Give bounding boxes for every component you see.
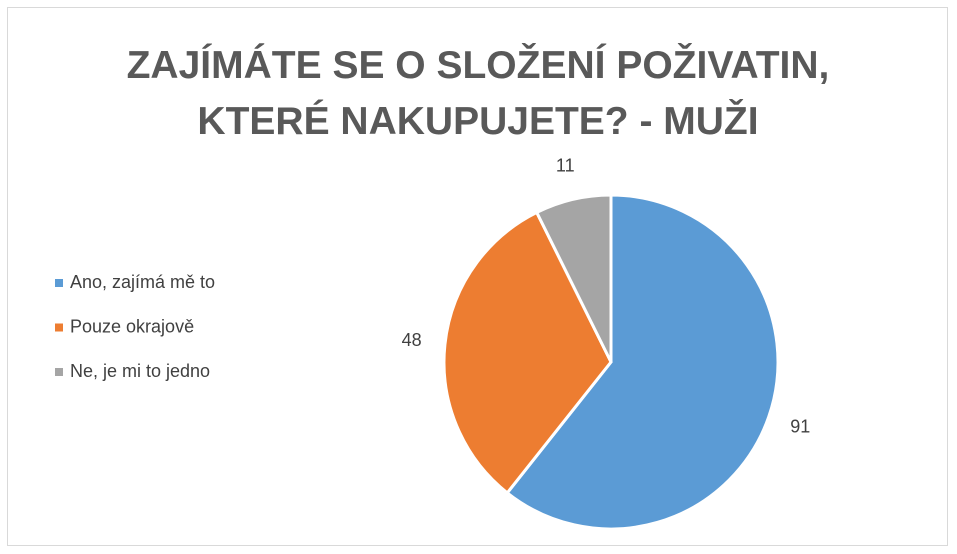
legend-swatch [55, 368, 63, 376]
legend-swatch [55, 279, 63, 287]
legend-label: Ne, je mi to jedno [70, 361, 210, 381]
pie-slice [442, 210, 613, 495]
legend-label: Ano, zajímá mě to [70, 272, 215, 292]
data-label: 11 [556, 156, 575, 176]
pie-slice [534, 193, 613, 363]
data-label: 48 [402, 330, 422, 350]
legend-swatch [55, 323, 63, 332]
chart-title: ZAJÍMÁTE SE O SLOŽENÍ POŽIVATIN, KTERÉ N… [126, 44, 830, 143]
data-label: 91 [790, 417, 810, 437]
pie-slice [505, 193, 780, 531]
chart-border [7, 7, 948, 546]
legend-label: Pouze okrajově [70, 316, 194, 336]
